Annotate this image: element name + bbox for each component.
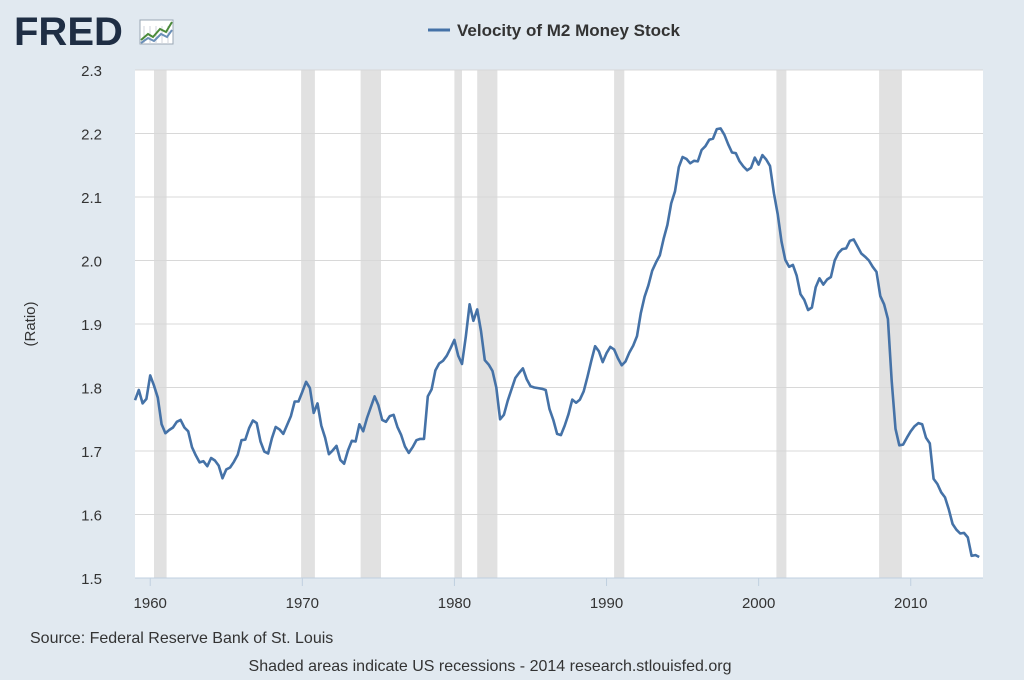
y-tick-label: 2.2: [81, 127, 102, 144]
y-tick-label: 2.1: [81, 190, 102, 207]
y-tick-label: 2.0: [81, 254, 102, 271]
x-tick-label: 2000: [742, 595, 775, 612]
y-axis-label: (Ratio): [22, 301, 39, 346]
series-layer: [133, 127, 980, 559]
y-gridlines: [135, 69, 983, 515]
y-tick-label: 1.5: [81, 571, 102, 588]
source-text: Source: Federal Reserve Bank of St. Loui…: [30, 630, 333, 647]
y-tick-label: 1.9: [81, 317, 102, 334]
y-tick-label: 1.6: [81, 508, 102, 525]
x-tick-label: 1980: [438, 595, 471, 612]
x-axis: 1960 1970 1980 1990 2000 2010: [134, 577, 983, 612]
x-tick-label: 1960: [134, 595, 167, 612]
y-axis: 1.5 1.6 1.7 1.8 1.9 2.0 2.1 2.2 2.3: [81, 63, 102, 588]
chart-title: Velocity of M2 Money Stock: [457, 21, 680, 40]
logo-text: FRED: [14, 10, 123, 54]
y-tick-label: 1.8: [81, 381, 102, 398]
legend[interactable]: Velocity of M2 Money Stock: [428, 21, 680, 40]
series-line[interactable]: [133, 127, 980, 559]
y-tick-label: 1.7: [81, 444, 102, 461]
fred-logo[interactable]: FRED: [14, 10, 174, 54]
x-tick-label: 1970: [286, 595, 319, 612]
x-tick-label: 2010: [894, 595, 927, 612]
fred-chart-icon: [139, 19, 174, 45]
recession-note: Shaded areas indicate US recessions - 20…: [249, 658, 732, 675]
y-tick-label: 2.3: [81, 63, 102, 80]
x-tick-label: 1990: [590, 595, 623, 612]
